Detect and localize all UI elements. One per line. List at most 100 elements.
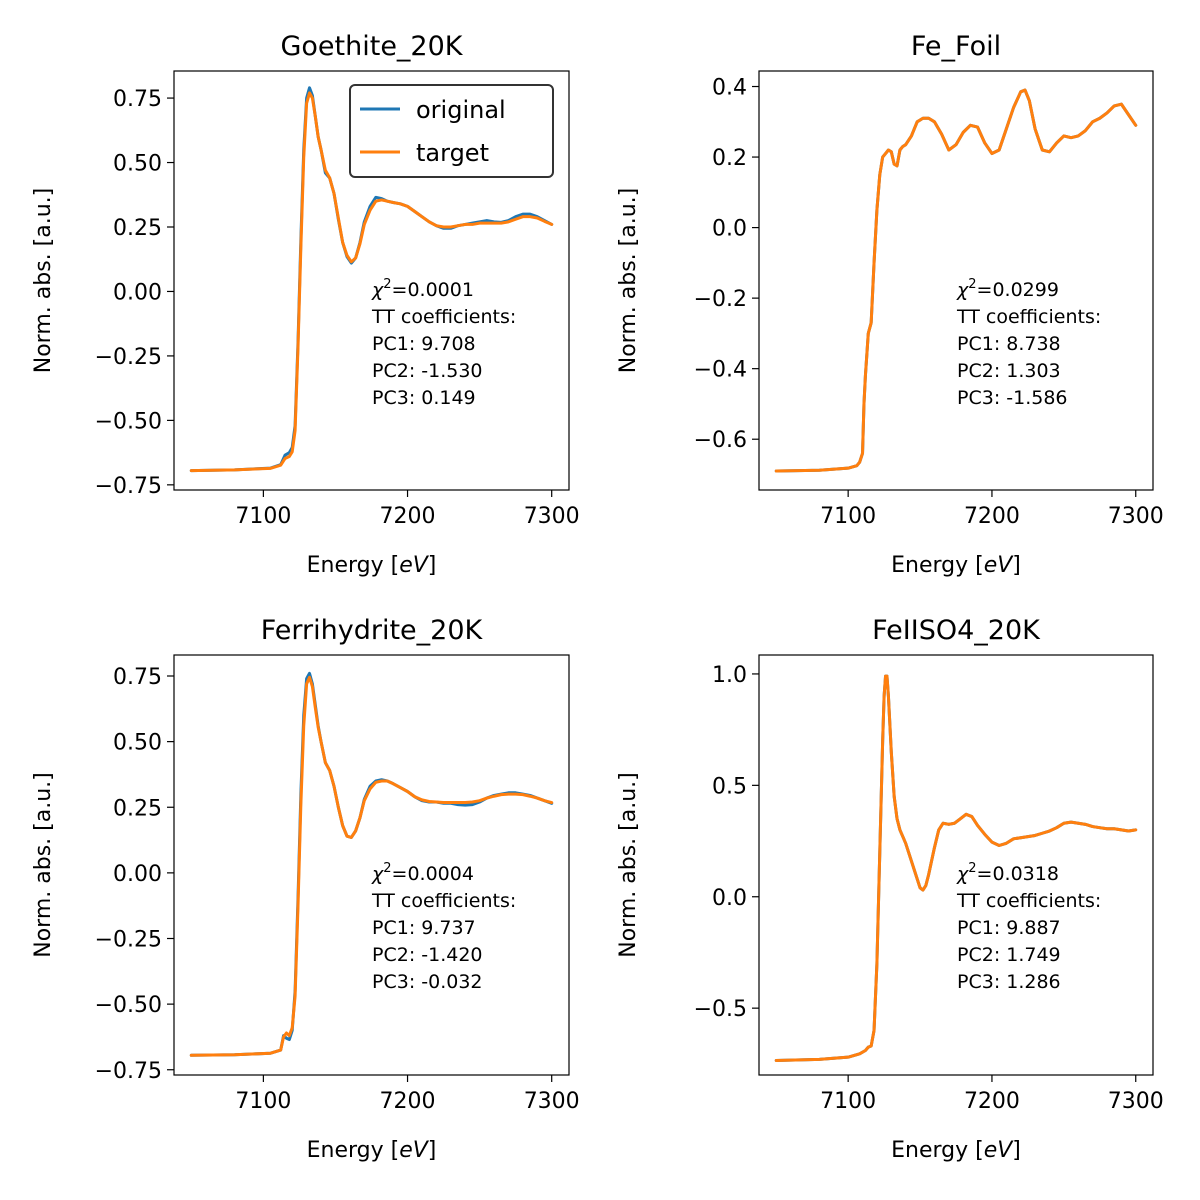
y-tick-label: −0.6 — [694, 428, 747, 453]
axes-frame — [758, 654, 1154, 1076]
annotation-line2: PC1: 8.738 — [957, 333, 1061, 355]
y-tick-label: −0.50 — [95, 993, 162, 1018]
annotation-line1: TT coefficients: — [371, 890, 516, 912]
x-tick-label: 7200 — [964, 504, 1020, 529]
x-tick-label: 7200 — [380, 504, 436, 529]
y-tick-label: −0.25 — [95, 345, 162, 370]
chi-squared-text: χ2=0.0001 — [371, 277, 474, 301]
annotation-line4: PC3: 1.286 — [957, 971, 1061, 993]
annotation-line3: PC2: -1.530 — [372, 360, 483, 382]
annotation-line3: PC2: -1.420 — [372, 944, 483, 966]
panel-1: 7100 7200 7300 −0.75 −0.50 −0.25 0.00 0.25 0.50 0… — [31, 31, 580, 578]
chi-squared-text: χ2=0.0004 — [371, 861, 474, 885]
y-tick-label: 0.25 — [113, 796, 162, 821]
y-tick-label: 0.50 — [113, 152, 162, 177]
chi-value: =0.0004 — [392, 863, 474, 885]
chi-value: =0.0318 — [977, 863, 1059, 885]
chart-title: FeIISO4_20K — [872, 615, 1041, 646]
x-tick-label: 7200 — [380, 1089, 436, 1114]
annotation-line4: PC3: -0.032 — [372, 971, 483, 993]
x-axis-label-text: Energy [ — [307, 1138, 400, 1163]
chi-value: =0.0001 — [392, 279, 474, 301]
annotation-line2: PC1: 9.737 — [372, 917, 476, 939]
y-tick-label: 0.4 — [712, 76, 747, 101]
chi-value: =0.0299 — [977, 279, 1059, 301]
x-axis-label-unit: eV — [984, 1138, 1015, 1163]
annotation-line4: PC3: 0.149 — [372, 387, 476, 409]
series-line-target — [189, 91, 554, 473]
y-tick-label: −0.25 — [95, 928, 162, 953]
x-tick-label: 7100 — [235, 1089, 291, 1114]
chi-squared-text: χ2=0.0299 — [956, 277, 1059, 301]
annotation-line1: TT coefficients: — [956, 306, 1101, 328]
x-tick-label: 7100 — [820, 1089, 876, 1114]
series-line-target — [189, 675, 554, 1057]
y-axis-label: Norm. abs. [a.u.] — [31, 188, 56, 373]
chi-symbol: χ — [956, 863, 969, 885]
chi-symbol: χ — [371, 279, 384, 301]
y-tick-label: −0.75 — [95, 474, 162, 499]
x-axis-label-end: ] — [428, 553, 437, 578]
chart-title: Goethite_20K — [280, 31, 463, 62]
axes-frame — [173, 70, 570, 491]
y-tick-label: 0.50 — [113, 731, 162, 756]
y-tick-label: −0.2 — [694, 287, 747, 312]
y-tick-label: 0.75 — [113, 665, 162, 690]
y-tick-label: 0.00 — [113, 862, 162, 887]
series-line-target — [774, 674, 1138, 1063]
y-tick-label: 0.0 — [712, 217, 747, 242]
chi-superscript: 2 — [383, 277, 391, 292]
annotation-line1: TT coefficients: — [956, 890, 1101, 912]
chi-symbol: χ — [956, 279, 969, 301]
legend-label-original: original — [416, 96, 506, 124]
chi-superscript: 2 — [383, 861, 391, 876]
legend-label-target: target — [416, 139, 489, 167]
y-tick-label: 1.0 — [712, 663, 747, 688]
axes-frame — [173, 654, 570, 1076]
x-tick-label: 7300 — [524, 1089, 580, 1114]
x-axis-label-text: Energy [ — [891, 553, 984, 578]
panel-2: 7100 7200 7300 −0.6 −0.4 −0.2 0.0 0.2 0.4 Fe_Foil… — [616, 31, 1164, 578]
x-axis-label-end: ] — [1012, 1138, 1021, 1163]
x-axis-label: Energy [eV] — [307, 553, 437, 578]
y-tick-label: −0.4 — [694, 358, 747, 383]
x-tick-label: 7100 — [820, 504, 876, 529]
x-axis-label: Energy [eV] — [307, 1138, 437, 1163]
axes-frame — [758, 70, 1154, 491]
y-tick-label: −0.75 — [95, 1059, 162, 1084]
chart-title: Fe_Foil — [911, 31, 1001, 62]
y-tick-label: 0.2 — [712, 146, 747, 171]
y-axis-label: Norm. abs. [a.u.] — [616, 772, 641, 957]
y-tick-label: 0.75 — [113, 87, 162, 112]
x-tick-label: 7300 — [1108, 504, 1164, 529]
y-tick-label: 0.25 — [113, 216, 162, 241]
legend-box — [349, 84, 554, 178]
y-axis-label: Norm. abs. [a.u.] — [31, 772, 56, 957]
annotation-line1: TT coefficients: — [371, 306, 516, 328]
x-axis-label-end: ] — [428, 1138, 437, 1163]
annotation-line2: PC1: 9.708 — [372, 333, 476, 355]
x-tick-label: 7300 — [524, 504, 580, 529]
x-axis-label-unit: eV — [399, 1138, 430, 1163]
x-axis-label-unit: eV — [399, 553, 430, 578]
annotation-line3: PC2: 1.303 — [957, 360, 1061, 382]
series-line-target — [774, 88, 1138, 473]
y-tick-label: 0.00 — [113, 280, 162, 305]
annotation-line3: PC2: 1.749 — [957, 944, 1061, 966]
y-tick-label: 0.5 — [712, 774, 747, 799]
x-tick-label: 7300 — [1108, 1089, 1164, 1114]
chi-squared-text: χ2=0.0318 — [956, 861, 1059, 885]
panel-4: 7100 7200 7300 −0.5 0.0 0.5 1.0 FeIISO4_20K Ener… — [616, 615, 1164, 1163]
y-tick-label: 0.0 — [712, 886, 747, 911]
chi-superscript: 2 — [968, 277, 976, 292]
x-tick-label: 7100 — [235, 504, 291, 529]
chart-title: Ferrihydrite_20K — [261, 615, 484, 646]
chi-symbol: χ — [371, 863, 384, 885]
annotation-line4: PC3: -1.586 — [957, 387, 1068, 409]
x-tick-label: 7200 — [964, 1089, 1020, 1114]
y-tick-label: −0.5 — [694, 997, 747, 1022]
x-axis-label-unit: eV — [984, 553, 1015, 578]
x-axis-label-text: Energy [ — [307, 553, 400, 578]
